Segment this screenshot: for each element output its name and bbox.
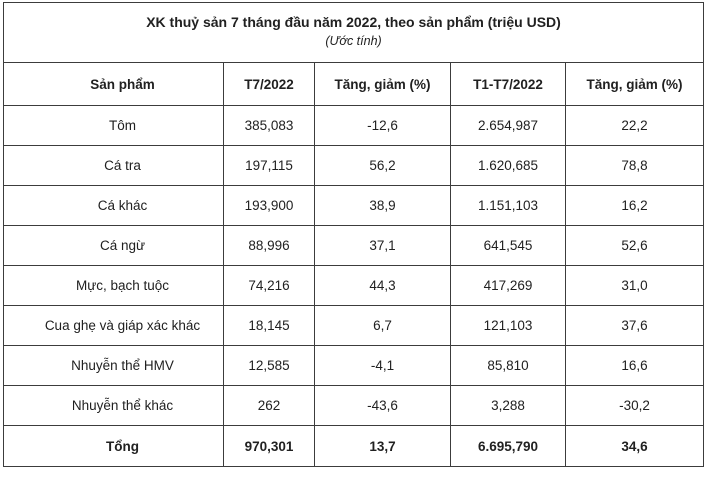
total-label-cell: Tổng [3,425,224,467]
value-cell: 193,900 [223,185,315,226]
table-title: XK thuỷ sản 7 tháng đầu năm 2022, theo s… [146,14,561,31]
value-cell: 121,103 [450,305,566,346]
value-cell: -43,6 [314,385,451,426]
title-cell: XK thuỷ sản 7 tháng đầu năm 2022, theo s… [2,2,705,63]
product-cell: Cá tra [3,145,224,186]
value-cell: -4,1 [314,345,451,386]
value-cell: 197,115 [223,145,315,186]
value-cell: 74,216 [223,265,315,306]
value-cell: 6,7 [314,305,451,346]
value-cell: 38,9 [314,185,451,226]
product-cell: Cua ghẹ và giáp xác khác [3,305,224,346]
product-cell: Tôm [3,105,224,146]
table-row: Tôm 385,083 -12,6 2.654,987 22,2 [3,105,705,146]
value-cell: -12,6 [314,105,451,146]
col-header-product: Sản phẩm [3,62,224,106]
product-cell: Nhuyễn thể khác [3,385,224,426]
value-cell: 37,1 [314,225,451,266]
col-header-change-t1-t7: Tăng, giảm (%) [564,62,705,106]
value-cell: 18,145 [223,305,315,346]
value-cell: 417,269 [450,265,566,306]
value-cell: 12,585 [223,345,315,386]
col-header-t1-t7-2022: T1-T7/2022 [450,62,566,106]
value-cell: -30,2 [564,385,705,426]
value-cell: 16,2 [564,185,705,226]
value-cell: 385,083 [223,105,315,146]
value-cell: 1.620,685 [450,145,566,186]
seafood-export-table: XK thuỷ sản 7 tháng đầu năm 2022, theo s… [2,2,705,467]
header-row: Sản phẩm T7/2022 Tăng, giảm (%) T1-T7/20… [3,62,705,106]
total-value-cell: 34,6 [564,425,705,467]
value-cell: 78,8 [564,145,705,186]
product-cell: Mực, bạch tuộc [3,265,224,306]
table-row: Cua ghẹ và giáp xác khác 18,145 6,7 121,… [3,305,705,346]
table-row: Cá khác 193,900 38,9 1.151,103 16,2 [3,185,705,226]
product-cell: Cá ngừ [3,225,224,266]
value-cell: 44,3 [314,265,451,306]
value-cell: 88,996 [223,225,315,266]
value-cell: 22,2 [564,105,705,146]
table-row: Cá tra 197,115 56,2 1.620,685 78,8 [3,145,705,186]
title-row: XK thuỷ sản 7 tháng đầu năm 2022, theo s… [2,2,705,63]
table-row: Cá ngừ 88,996 37,1 641,545 52,6 [3,225,705,266]
value-cell: 85,810 [450,345,566,386]
col-header-t7-2022: T7/2022 [223,62,315,106]
total-row: Tổng 970,301 13,7 6.695,790 34,6 [3,425,705,467]
value-cell: 641,545 [450,225,566,266]
value-cell: 262 [223,385,315,426]
product-cell: Cá khác [3,185,224,226]
product-cell: Nhuyễn thể HMV [3,345,224,386]
value-cell: 3,288 [450,385,566,426]
value-cell: 31,0 [564,265,705,306]
total-value-cell: 6.695,790 [450,425,566,467]
value-cell: 16,6 [564,345,705,386]
value-cell: 2.654,987 [450,105,566,146]
col-header-change-t7: Tăng, giảm (%) [314,62,451,106]
total-value-cell: 13,7 [314,425,451,467]
value-cell: 52,6 [564,225,705,266]
value-cell: 37,6 [564,305,705,346]
table-row: Nhuyễn thể khác 262 -43,6 3,288 -30,2 [3,385,705,426]
table-subtitle: (Ước tính) [325,34,382,49]
table-row: Nhuyễn thể HMV 12,585 -4,1 85,810 16,6 [3,345,705,386]
value-cell: 1.151,103 [450,185,566,226]
value-cell: 56,2 [314,145,451,186]
total-value-cell: 970,301 [223,425,315,467]
table-row: Mực, bạch tuộc 74,216 44,3 417,269 31,0 [3,265,705,306]
